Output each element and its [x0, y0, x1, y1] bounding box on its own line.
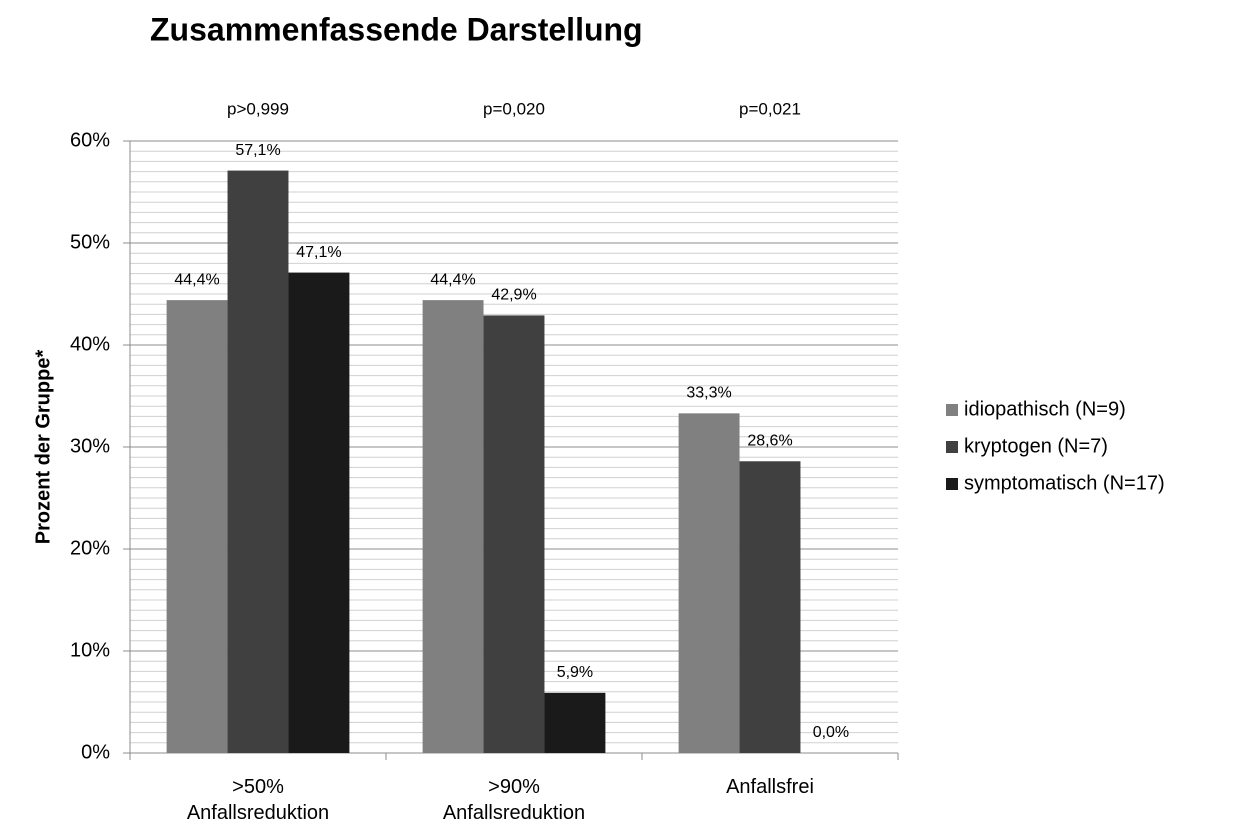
y-tick-label: 50%: [70, 231, 110, 253]
x-tick-label: Anfallsfrei: [726, 776, 814, 798]
x-tick-label: >50% Anfallsreduktion: [187, 776, 329, 824]
chart-title: Zusammenfassende Darstellung: [150, 11, 643, 47]
y-tick-label: 20%: [70, 537, 110, 559]
annotation: p=0,021: [739, 99, 801, 118]
data-label: 44,4%: [174, 271, 219, 288]
data-label: 28,6%: [747, 432, 792, 449]
y-tick-label: 60%: [70, 129, 110, 151]
annotation: p=0,020: [483, 99, 545, 118]
bar: [739, 461, 801, 753]
legend-swatch: [946, 478, 958, 490]
bar: [227, 170, 289, 753]
data-label: 42,9%: [491, 287, 536, 304]
x-tick-label: >90% Anfallsreduktion: [443, 776, 585, 824]
y-axis-label: Prozent der Gruppe*: [32, 350, 54, 545]
data-label: 47,1%: [296, 244, 341, 261]
bar: [166, 300, 228, 753]
legend-swatch: [946, 404, 958, 416]
y-tick-label: 0%: [81, 741, 110, 763]
y-tick-label: 40%: [70, 333, 110, 355]
data-label: 44,4%: [430, 271, 475, 288]
data-label: 57,1%: [235, 142, 280, 159]
bar: [422, 300, 484, 753]
legend-swatch: [946, 441, 958, 453]
bar: [288, 272, 350, 753]
data-label: 33,3%: [686, 385, 731, 402]
data-label: 5,9%: [557, 664, 593, 681]
y-tick-label: 30%: [70, 435, 110, 457]
y-tick-label: 10%: [70, 639, 110, 661]
bar: [544, 692, 606, 753]
bar: [483, 315, 545, 753]
bar: [678, 413, 740, 753]
annotation: p>0,999: [227, 99, 289, 118]
data-label: 0,0%: [813, 724, 849, 741]
legend-label: idiopathisch (N=9): [964, 398, 1126, 420]
legend-label: kryptogen (N=7): [964, 435, 1108, 457]
legend-label: symptomatisch (N=17): [964, 472, 1165, 494]
